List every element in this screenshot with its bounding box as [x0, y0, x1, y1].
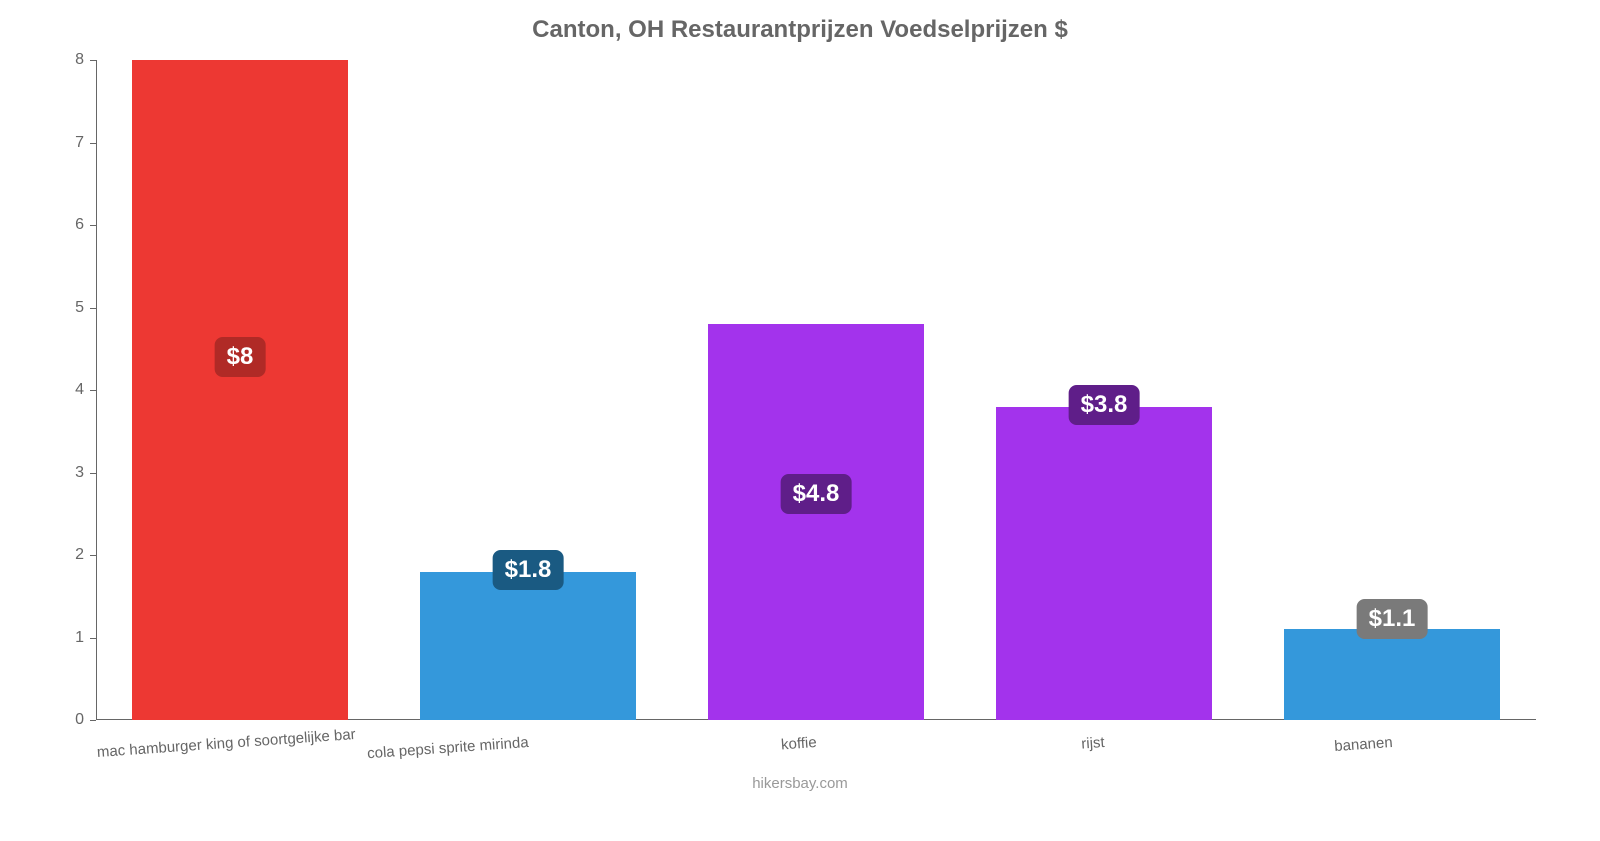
bar-value-label: $8 — [215, 337, 266, 377]
y-axis — [96, 60, 97, 720]
y-tick-mark — [90, 473, 96, 474]
y-tick-mark — [90, 638, 96, 639]
y-tick-label: 2 — [75, 546, 84, 564]
y-tick-label: 4 — [75, 381, 84, 399]
y-tick-mark — [90, 143, 96, 144]
y-tick-mark — [90, 555, 96, 556]
bar — [420, 572, 636, 721]
y-tick-mark — [90, 225, 96, 226]
chart-source: hikersbay.com — [0, 775, 1600, 792]
bar — [132, 60, 348, 720]
y-tick-label: 8 — [75, 51, 84, 69]
bar-value-label: $1.1 — [1357, 599, 1428, 639]
y-tick-mark — [90, 720, 96, 721]
plot-area: 012345678$8mac hamburger king of soortge… — [96, 60, 1536, 720]
bar — [996, 407, 1212, 721]
bar-value-label: $1.8 — [493, 550, 564, 590]
y-tick-label: 3 — [75, 464, 84, 482]
y-tick-mark — [90, 308, 96, 309]
y-tick-label: 1 — [75, 629, 84, 647]
y-tick-label: 5 — [75, 299, 84, 317]
y-tick-mark — [90, 60, 96, 61]
chart-title: Canton, OH Restaurantprijzen Voedselprij… — [0, 16, 1600, 44]
bar — [708, 324, 924, 720]
bar-chart: Canton, OH Restaurantprijzen Voedselprij… — [0, 0, 1600, 800]
bar — [1284, 629, 1500, 720]
y-tick-mark — [90, 390, 96, 391]
y-tick-label: 7 — [75, 134, 84, 152]
y-tick-label: 0 — [75, 711, 84, 729]
y-tick-label: 6 — [75, 216, 84, 234]
bar-value-label: $3.8 — [1069, 385, 1140, 425]
bar-value-label: $4.8 — [781, 474, 852, 514]
